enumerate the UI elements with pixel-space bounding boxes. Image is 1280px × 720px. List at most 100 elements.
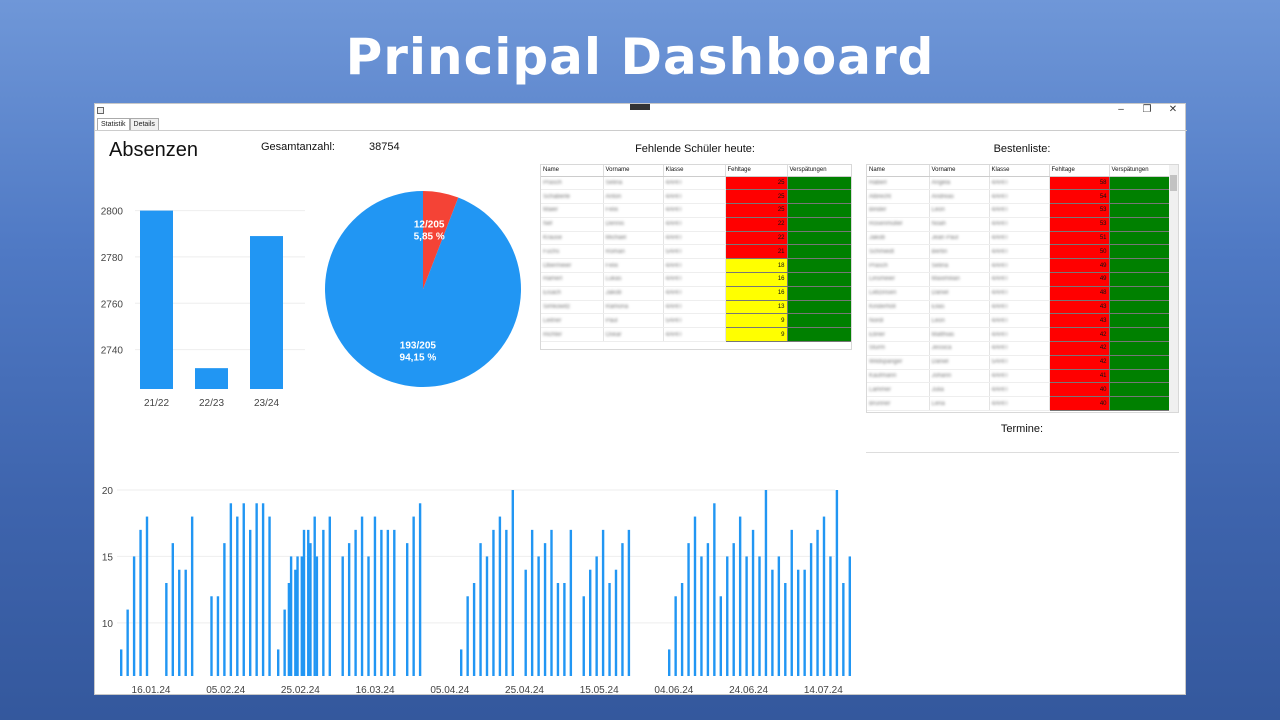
- table-row[interactable]: Schaberle Anton 4AHIT 25: [541, 189, 851, 205]
- title-grip[interactable]: [630, 104, 650, 110]
- tab-statistik[interactable]: Statistik: [97, 118, 130, 130]
- bar: [309, 543, 312, 676]
- table-row[interactable]: Jakob Jean Paul 4AHIT 51: [867, 230, 1170, 246]
- scrollbar-thumb[interactable]: [1170, 175, 1177, 191]
- cell-vorname: Lukas: [603, 272, 664, 287]
- bar: [511, 490, 514, 676]
- termine-list[interactable]: [866, 439, 1179, 453]
- maximize-button[interactable]: ❐: [1142, 104, 1152, 115]
- cell-name: Prasch: [867, 258, 930, 274]
- table-row[interactable]: Prasch Selina 4AHIT 49: [867, 258, 1170, 274]
- table-row[interactable]: Obermeier Felix 4AHIT 18: [541, 258, 851, 274]
- table-row[interactable]: Kaufmann Johann 4AHIT 41: [867, 368, 1170, 384]
- table-row[interactable]: Haberl Angela 4AHIT 58: [867, 175, 1170, 191]
- column-header[interactable]: Klasse: [989, 165, 1050, 177]
- leaderboard-scrollbar[interactable]: [1169, 165, 1178, 412]
- cell-klasse: 4AHIT: [989, 300, 1050, 315]
- cell-vorname: Felix: [603, 258, 664, 274]
- table-row[interactable]: Leitner Paul 5AHIT 9: [541, 313, 851, 329]
- table-row[interactable]: Rosenmüller Noah 4AHIT 53: [867, 216, 1170, 232]
- table-row[interactable]: Ebner Matthias 4AHIT 42: [867, 327, 1170, 343]
- close-button[interactable]: ✕: [1168, 104, 1178, 115]
- bar: [412, 516, 415, 676]
- cell-vorname: Roman: [603, 244, 664, 260]
- bar: [816, 529, 819, 676]
- table-row[interactable]: Simkowitz Ramona 4AHIT 13: [541, 299, 851, 315]
- bar: [582, 596, 585, 676]
- table-row[interactable]: Nordl Leon 4AHIT 43: [867, 313, 1170, 329]
- yearly-absence-bar-chart: 2740 2760 2780 2800 21/22 22/23 23/24: [101, 207, 305, 409]
- bar: [680, 583, 684, 676]
- column-header[interactable]: Vorname: [603, 165, 664, 177]
- table-row[interactable]: Brunner Lena 4AHIT 40: [867, 396, 1170, 412]
- bar: [498, 516, 502, 676]
- cell-verspaetungen: [786, 244, 851, 260]
- table-row[interactable]: Kinderhöll Elias 4AHIT 43: [867, 299, 1170, 315]
- column-header[interactable]: Fehltage: [1049, 165, 1110, 177]
- cell-fehltage: 25: [724, 203, 788, 218]
- bar: [347, 543, 351, 676]
- cell-fehltage: 42: [1048, 354, 1110, 370]
- minimize-button[interactable]: –: [1118, 104, 1124, 115]
- column-header[interactable]: Verspätungen: [787, 165, 851, 177]
- pie-slice-label: 12/205: [414, 219, 445, 230]
- bar: [758, 556, 761, 676]
- table-row[interactable]: Linsmeier Maximilian 4AHIT 49: [867, 272, 1170, 287]
- column-header[interactable]: Name: [541, 165, 604, 177]
- cell-fehltage: 51: [1048, 230, 1110, 246]
- tab-details[interactable]: Details: [129, 118, 159, 130]
- bar: [563, 583, 566, 676]
- cell-name: Simkowitz: [541, 300, 604, 315]
- cell-klasse: 4AHIT: [663, 217, 726, 232]
- leaderboard-table[interactable]: Name Vorname Klasse Fehltage Verspätungen Ha…: [866, 164, 1179, 413]
- cell-name: Sturm: [867, 341, 930, 356]
- bar: [296, 556, 299, 676]
- table-row[interactable]: Eisach Jakob 4AHIT 16: [541, 285, 851, 301]
- bar: [268, 516, 271, 676]
- table-row[interactable]: Richter Oskar 4AHIT 9: [541, 327, 851, 343]
- table-row[interactable]: Prasch Selina 4AHIT 25: [541, 175, 851, 191]
- table-row[interactable]: Lebzinsen Daniel 4AHIT 48: [867, 285, 1170, 301]
- table-row[interactable]: Krause Michael 4AHIT 22: [541, 230, 851, 246]
- table-row[interactable]: Albrecht Andreas 4AHIT 54: [867, 189, 1170, 205]
- bar: [790, 529, 793, 676]
- table-row[interactable]: Schmiedt Bertin 4AHIT 50: [867, 244, 1170, 260]
- table-row[interactable]: Hamerl Lukas 4AHIT 16: [541, 272, 851, 287]
- statistik-panel: Absenzen Gesamtanzahl: 38754 2740 2760 278…: [95, 130, 1187, 696]
- table-row[interactable]: Nef Dennis 4AHIT 22: [541, 216, 851, 232]
- cell-fehltage: 16: [724, 285, 788, 301]
- missing-today-table[interactable]: Name Vorname Klasse Fehltage Verspätungen Pr…: [540, 164, 852, 350]
- bar: [550, 529, 553, 676]
- table-row[interactable]: Lammer Julia 4AHIT 40: [867, 382, 1170, 398]
- bar: [543, 543, 547, 676]
- bar: [595, 556, 598, 676]
- column-header[interactable]: Name: [867, 165, 930, 177]
- cell-vorname: Daniel: [929, 286, 990, 301]
- column-header[interactable]: Verspätungen: [1109, 165, 1170, 177]
- column-header[interactable]: Vorname: [929, 165, 990, 177]
- cell-verspaetungen: [786, 230, 851, 246]
- table-row[interactable]: Wildspanger Daniel 5AHIT 42: [867, 354, 1170, 370]
- bar: [250, 236, 283, 389]
- bar: [700, 556, 703, 676]
- table-row[interactable]: Sturm Jessica 4AHIT 42: [867, 341, 1170, 356]
- title-bar: – ❐ ✕: [95, 104, 1185, 118]
- cell-klasse: 4AHIT: [989, 382, 1050, 398]
- pie-slice: [423, 191, 459, 289]
- leaderboard-title: Bestenliste:: [993, 143, 1051, 155]
- bar: [784, 583, 787, 676]
- cell-fehltage: 43: [1048, 299, 1110, 315]
- cell-fehltage: 43: [1048, 313, 1110, 329]
- bar: [249, 529, 252, 676]
- table-row[interactable]: Binder Leon 4AHIT 53: [867, 203, 1170, 218]
- table-row[interactable]: Maier Felix 4AHIT 25: [541, 203, 851, 218]
- cell-name: Leitner: [541, 313, 604, 329]
- cell-name: Prasch: [541, 176, 604, 191]
- column-header[interactable]: Klasse: [663, 165, 726, 177]
- table-row[interactable]: Fuchs Roman 5AHIT 21: [541, 244, 851, 260]
- bar: [771, 569, 774, 676]
- bar: [287, 583, 291, 676]
- cell-verspaetungen: [1108, 272, 1170, 287]
- column-header[interactable]: Fehltage: [725, 165, 788, 177]
